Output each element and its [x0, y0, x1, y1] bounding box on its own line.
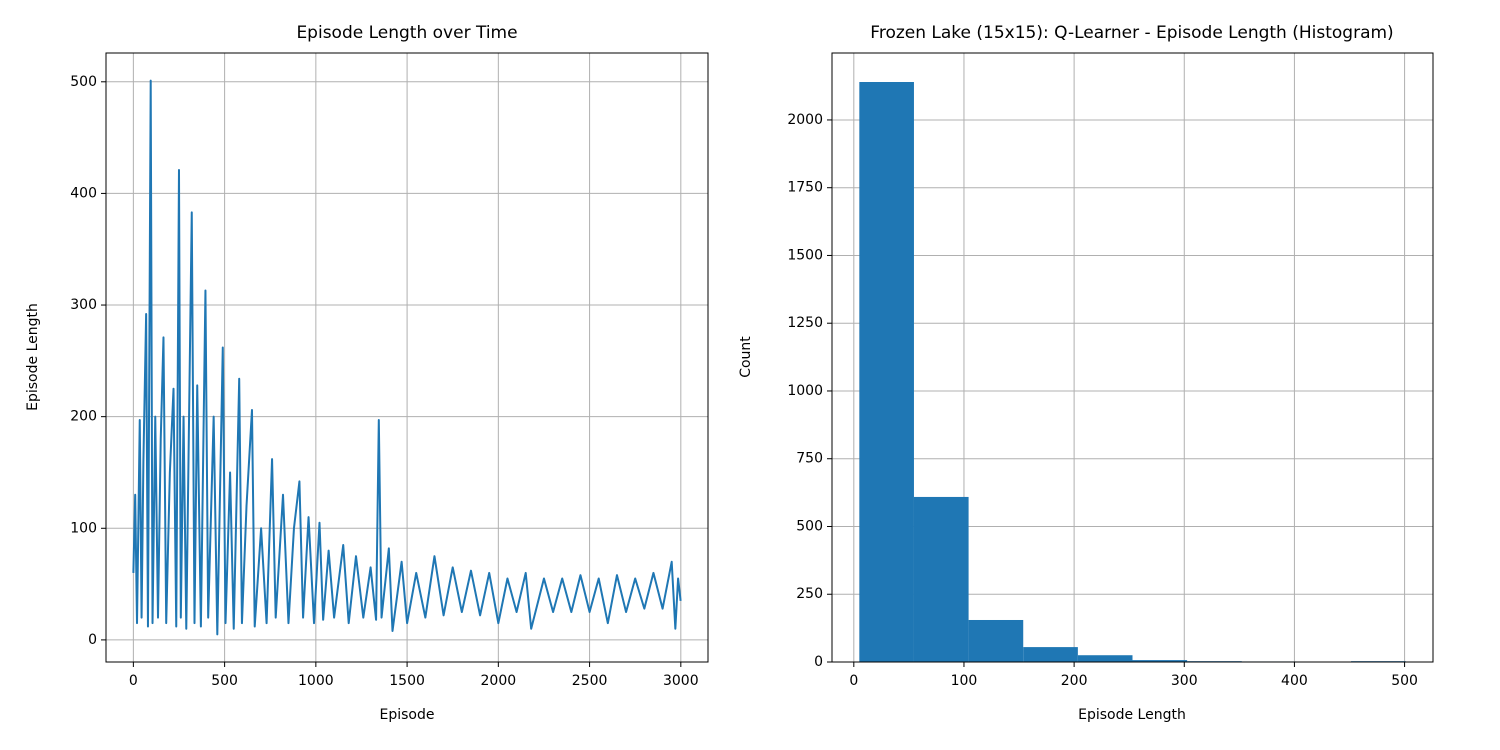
histogram-bar — [1023, 647, 1078, 662]
x-tick-label: 500 — [211, 673, 238, 689]
x-tick-label: 0 — [129, 673, 138, 689]
data-line — [132, 79, 682, 636]
x-tick-label: 0 — [849, 673, 858, 689]
y-tick-label: 250 — [796, 586, 823, 602]
x-tick-label: 300 — [1171, 673, 1198, 689]
y-tick-label: 500 — [796, 518, 823, 534]
y-tick-label: 400 — [70, 185, 97, 201]
y-tick-label: 1500 — [787, 247, 823, 263]
y-axis-label: Episode Length — [25, 303, 41, 411]
y-tick-label: 1750 — [787, 180, 823, 196]
x-axis-label: Episode — [380, 707, 435, 723]
y-tick-label: 2000 — [787, 112, 823, 128]
x-tick-label: 1500 — [389, 673, 425, 689]
histogram-bar — [913, 496, 969, 662]
histogram-bar — [968, 619, 1024, 662]
y-axis-label: Count — [738, 336, 754, 378]
chart-title: Frozen Lake (15x15): Q-Learner - Episode… — [870, 23, 1393, 43]
histogram-bar — [859, 82, 914, 662]
x-axis-label: Episode Length — [1078, 707, 1186, 723]
y-tick-label: 0 — [814, 654, 823, 670]
y-tick-label: 500 — [70, 74, 97, 90]
y-tick-label: 100 — [70, 520, 97, 536]
y-tick-label: 1250 — [787, 315, 823, 331]
x-tick-label: 2000 — [481, 673, 517, 689]
histogram-bar — [1077, 655, 1133, 662]
y-tick-label: 0 — [88, 632, 97, 648]
x-tick-label: 1000 — [298, 673, 334, 689]
y-tick-label: 200 — [70, 409, 97, 425]
x-tick-label: 3000 — [663, 673, 699, 689]
x-tick-label: 500 — [1391, 673, 1418, 689]
y-tick-label: 750 — [796, 451, 823, 467]
axes-frame — [831, 52, 1434, 663]
x-tick-label: 200 — [1061, 673, 1088, 689]
x-tick-label: 2500 — [572, 673, 608, 689]
x-tick-label: 100 — [951, 673, 978, 689]
y-tick-label: 1000 — [787, 383, 823, 399]
y-tick-label: 300 — [70, 297, 97, 313]
axes-frame — [105, 52, 709, 663]
chart-title: Episode Length over Time — [296, 23, 517, 43]
histogram-bar — [1132, 660, 1188, 662]
x-tick-label: 400 — [1281, 673, 1308, 689]
